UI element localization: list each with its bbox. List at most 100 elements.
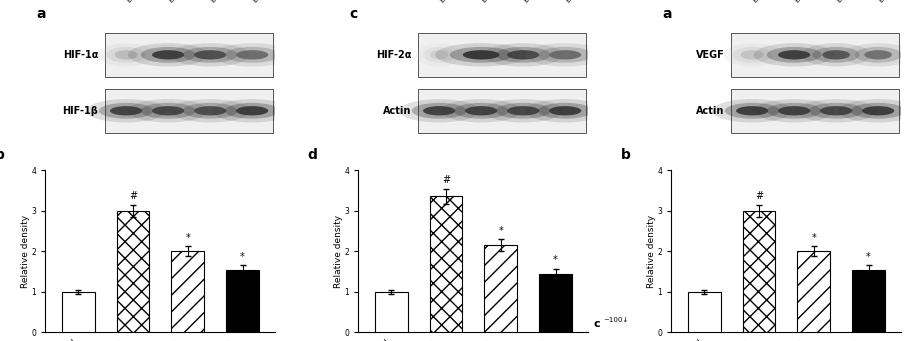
Text: EO+VEH: EO+VEH	[439, 0, 465, 3]
Text: EO+TDI+AICAR 50: EO+TDI+AICAR 50	[836, 0, 886, 3]
Text: d: d	[308, 148, 317, 162]
Ellipse shape	[766, 47, 822, 63]
Ellipse shape	[454, 103, 508, 119]
Text: EO+TDI+VEH: EO+TDI+VEH	[169, 0, 206, 3]
Ellipse shape	[152, 106, 184, 116]
Text: Actin: Actin	[383, 106, 411, 116]
Ellipse shape	[423, 47, 455, 63]
Text: #: #	[755, 191, 763, 201]
Ellipse shape	[754, 99, 834, 122]
Bar	[375, 292, 408, 332]
Ellipse shape	[525, 43, 605, 66]
Y-axis label: Relative density: Relative density	[21, 215, 30, 288]
Ellipse shape	[507, 50, 539, 59]
Bar	[485, 245, 517, 332]
Ellipse shape	[169, 99, 250, 122]
Ellipse shape	[723, 43, 781, 66]
Ellipse shape	[864, 50, 892, 59]
Ellipse shape	[194, 50, 226, 59]
Ellipse shape	[97, 43, 155, 66]
Text: EO+TDI+AICAR 50: EO+TDI+AICAR 50	[523, 0, 573, 3]
Bar	[797, 251, 830, 332]
Ellipse shape	[236, 106, 268, 116]
Ellipse shape	[107, 47, 146, 63]
Text: VEGF: VEGF	[696, 50, 724, 60]
Ellipse shape	[496, 47, 551, 63]
Text: *: *	[186, 233, 190, 243]
Ellipse shape	[140, 47, 196, 63]
Text: EO+TDI+VEH: EO+TDI+VEH	[481, 0, 519, 3]
Bar	[743, 211, 776, 332]
Ellipse shape	[128, 43, 208, 66]
Text: c: c	[593, 320, 600, 329]
Text: EO+VEH: EO+VEH	[126, 0, 151, 3]
Ellipse shape	[538, 47, 593, 63]
Bar	[419, 33, 586, 77]
Bar	[226, 269, 259, 332]
Ellipse shape	[115, 50, 138, 59]
Text: a: a	[36, 7, 45, 21]
Text: a: a	[662, 7, 671, 21]
Ellipse shape	[225, 103, 280, 119]
Bar	[731, 89, 899, 133]
Y-axis label: Relative density: Relative density	[647, 215, 656, 288]
Text: #: #	[442, 176, 450, 186]
Ellipse shape	[152, 50, 184, 59]
Ellipse shape	[823, 50, 850, 59]
Ellipse shape	[712, 99, 793, 122]
Ellipse shape	[795, 99, 876, 122]
Text: *: *	[498, 226, 503, 236]
Ellipse shape	[194, 106, 226, 116]
Ellipse shape	[736, 106, 768, 116]
Ellipse shape	[183, 47, 237, 63]
Text: c: c	[349, 7, 357, 21]
Ellipse shape	[430, 50, 448, 59]
Ellipse shape	[809, 103, 863, 119]
Text: b: b	[621, 148, 631, 162]
Ellipse shape	[733, 47, 772, 63]
Ellipse shape	[423, 106, 455, 116]
Ellipse shape	[820, 106, 853, 116]
Text: EO+TDI+AICAR 100: EO+TDI+AICAR 100	[565, 0, 619, 3]
Bar	[171, 251, 204, 332]
Bar	[688, 292, 720, 332]
Ellipse shape	[854, 47, 901, 63]
Text: *: *	[240, 252, 245, 262]
Ellipse shape	[549, 50, 582, 59]
Ellipse shape	[169, 43, 250, 66]
Ellipse shape	[140, 103, 196, 119]
Y-axis label: Relative density: Relative density	[334, 215, 343, 288]
Text: *: *	[866, 252, 871, 262]
Ellipse shape	[838, 99, 906, 122]
Ellipse shape	[813, 47, 860, 63]
Ellipse shape	[740, 50, 764, 59]
Ellipse shape	[549, 106, 582, 116]
Ellipse shape	[86, 99, 167, 122]
Text: #: #	[129, 191, 137, 201]
Ellipse shape	[110, 106, 142, 116]
Text: EO+TDI+VEH: EO+TDI+VEH	[795, 0, 832, 3]
Text: HIF-2α: HIF-2α	[376, 50, 411, 60]
Ellipse shape	[225, 47, 280, 63]
Ellipse shape	[507, 106, 539, 116]
Bar	[853, 269, 885, 332]
Ellipse shape	[538, 103, 593, 119]
Text: b: b	[0, 148, 5, 162]
Ellipse shape	[862, 106, 894, 116]
Ellipse shape	[99, 103, 153, 119]
Bar	[62, 292, 94, 332]
Ellipse shape	[483, 99, 564, 122]
Bar	[117, 211, 149, 332]
Ellipse shape	[416, 43, 462, 66]
Ellipse shape	[843, 43, 906, 66]
Text: EO+TDI+AICAR 50: EO+TDI+AICAR 50	[210, 0, 260, 3]
Ellipse shape	[496, 103, 551, 119]
Ellipse shape	[441, 99, 522, 122]
Ellipse shape	[465, 106, 497, 116]
Ellipse shape	[766, 103, 822, 119]
Ellipse shape	[411, 103, 467, 119]
Bar	[105, 89, 273, 133]
Text: ~100↓: ~100↓	[603, 317, 629, 323]
Ellipse shape	[778, 106, 810, 116]
Text: HIF-1α: HIF-1α	[63, 50, 98, 60]
